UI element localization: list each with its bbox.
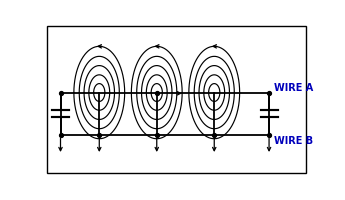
Text: WIRE A: WIRE A <box>274 83 314 93</box>
Text: WIRE B: WIRE B <box>274 136 314 146</box>
